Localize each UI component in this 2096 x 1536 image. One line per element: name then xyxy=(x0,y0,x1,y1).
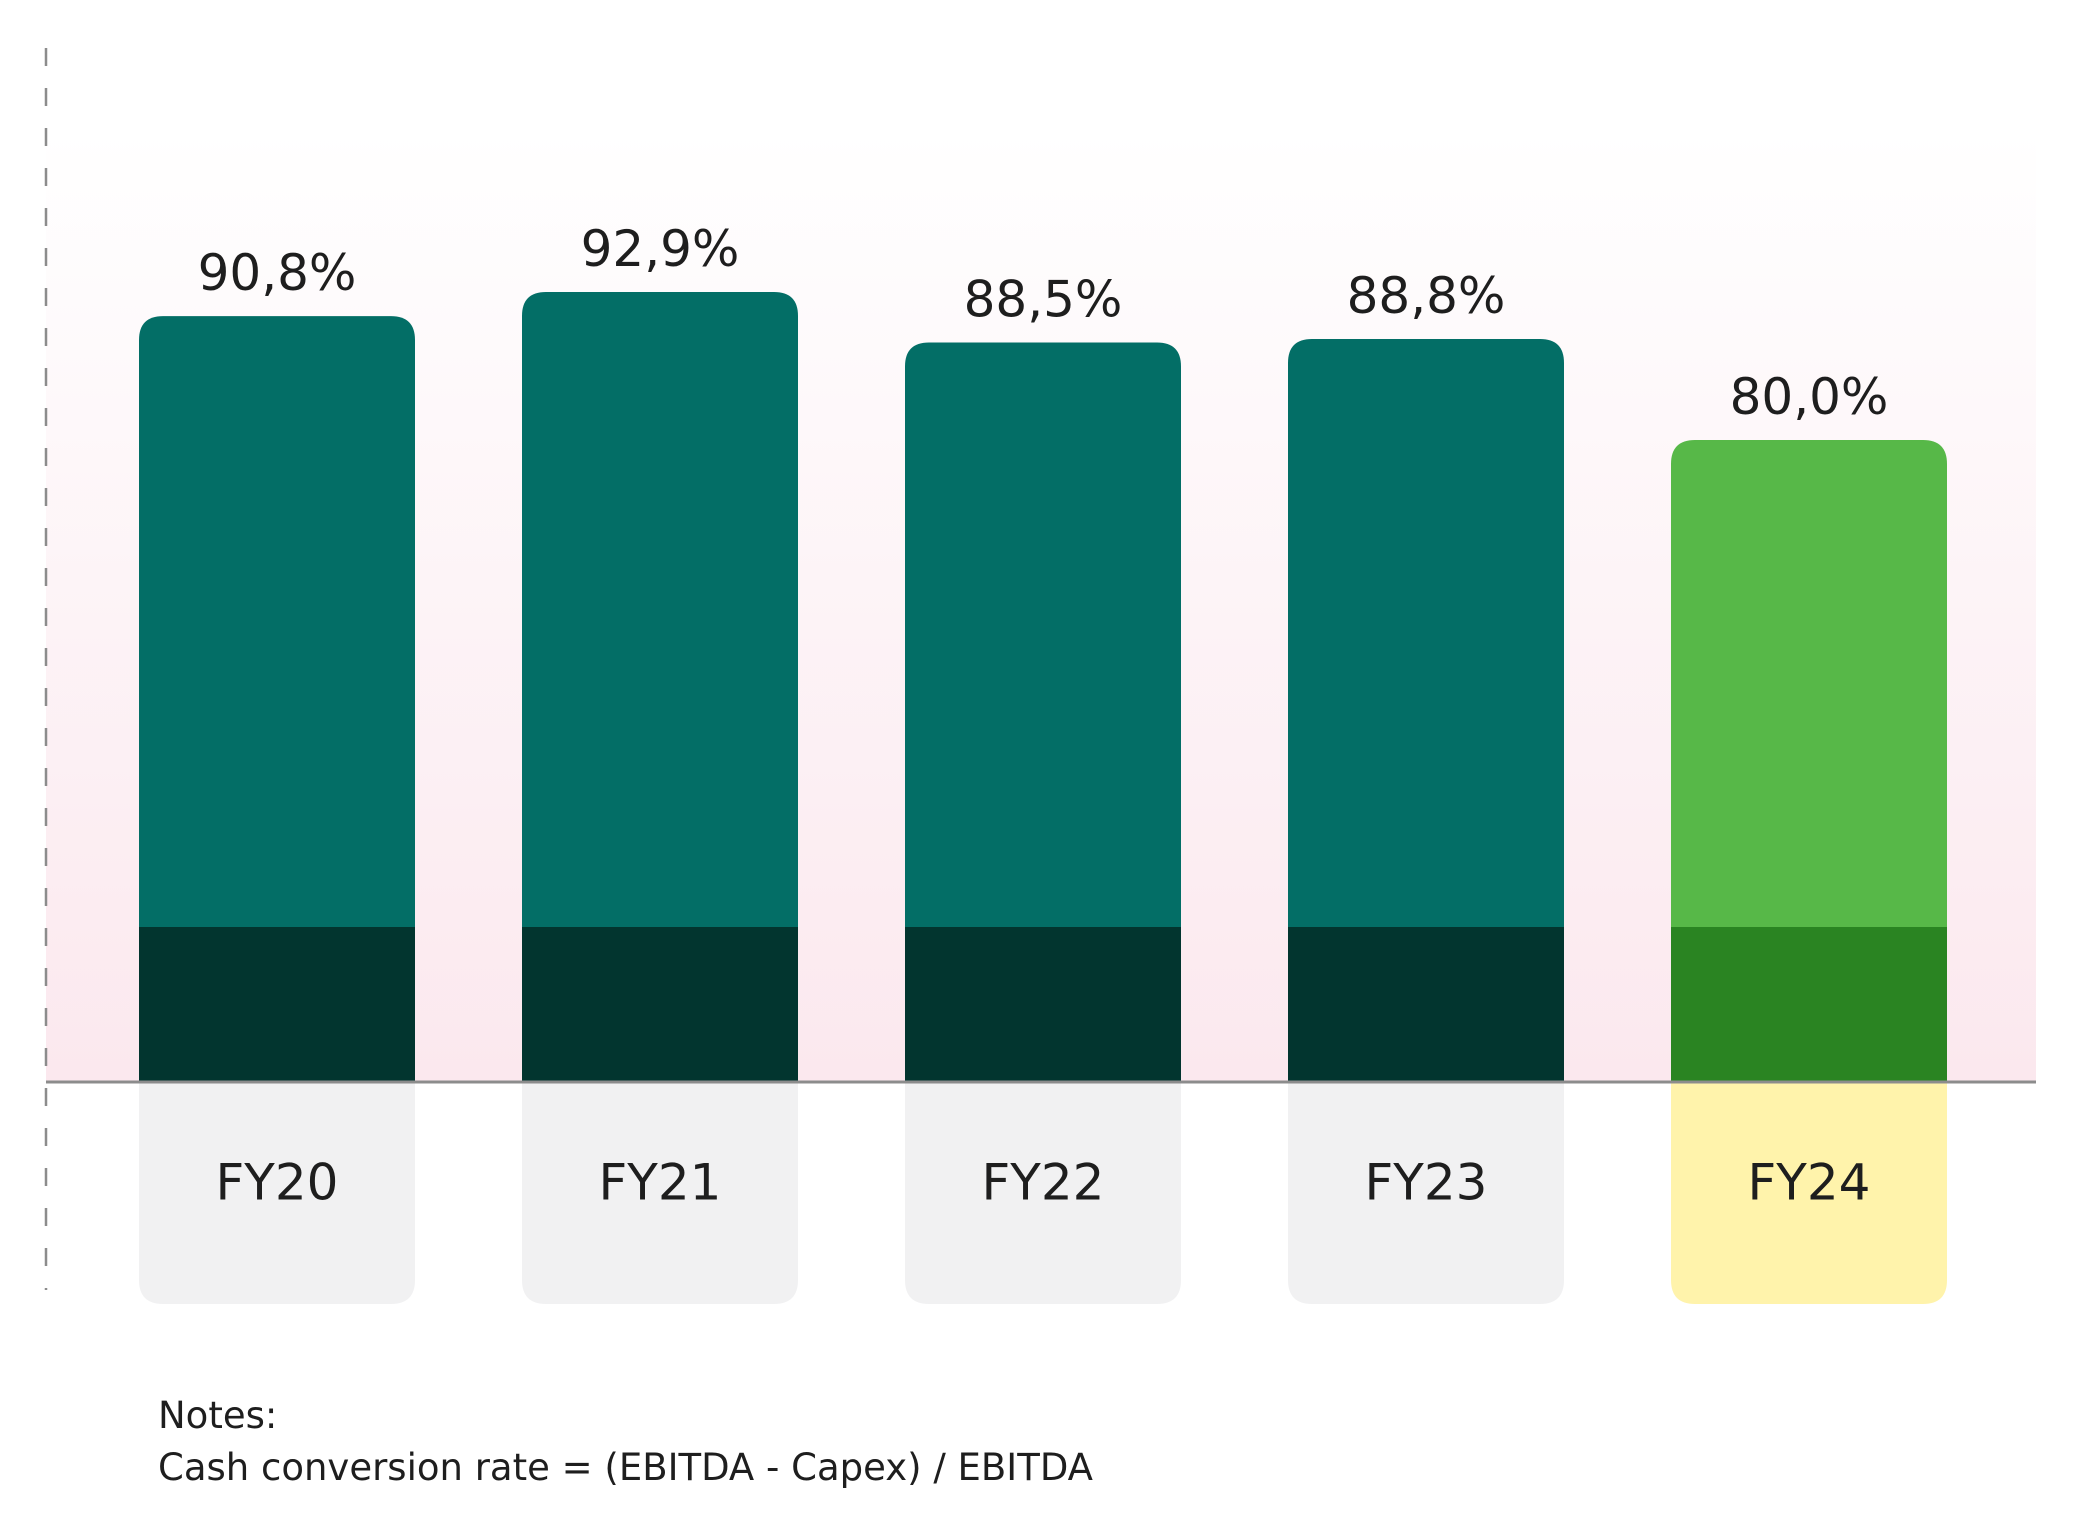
bar-fy22 xyxy=(905,342,1181,928)
bar-base-fy20 xyxy=(139,927,415,1082)
category-label-fy22: FY22 xyxy=(982,1154,1105,1212)
bar-fy20 xyxy=(139,316,415,927)
bar-fy21 xyxy=(522,292,798,927)
bar-fy24 xyxy=(1671,440,1947,927)
category-box-fy22 xyxy=(905,1082,1181,1304)
bars-layer: 90,8% FY20 92,9% FY21 88,5% FY22 88,8% FY23 80,0… xyxy=(139,220,1947,1304)
category-box-fy24 xyxy=(1671,1082,1947,1304)
category-label-fy24: FY24 xyxy=(1748,1154,1871,1212)
value-label-fy23: 88,8% xyxy=(1347,267,1506,325)
bar-base-fy22 xyxy=(905,927,1181,1082)
bar-fy23 xyxy=(1288,339,1564,927)
value-label-fy24: 80,0% xyxy=(1730,368,1889,426)
value-label-fy22: 88,5% xyxy=(964,270,1123,328)
category-label-fy20: FY20 xyxy=(216,1154,339,1212)
bar-base-fy24 xyxy=(1671,927,1947,1082)
notes-formula: Cash conversion rate = (EBITDA - Capex) … xyxy=(158,1446,1093,1489)
value-label-fy20: 90,8% xyxy=(198,244,357,302)
value-label-fy21: 92,9% xyxy=(581,220,740,278)
category-label-fy21: FY21 xyxy=(599,1154,722,1212)
category-label-fy23: FY23 xyxy=(1365,1154,1488,1212)
category-box-fy21 xyxy=(522,1082,798,1304)
category-box-fy20 xyxy=(139,1082,415,1304)
bar-base-fy23 xyxy=(1288,927,1564,1082)
notes-block: Notes: Cash conversion rate = (EBITDA - … xyxy=(158,1390,1093,1494)
notes-heading: Notes: xyxy=(158,1394,278,1437)
bar-base-fy21 xyxy=(522,927,798,1082)
category-box-fy23 xyxy=(1288,1082,1564,1304)
